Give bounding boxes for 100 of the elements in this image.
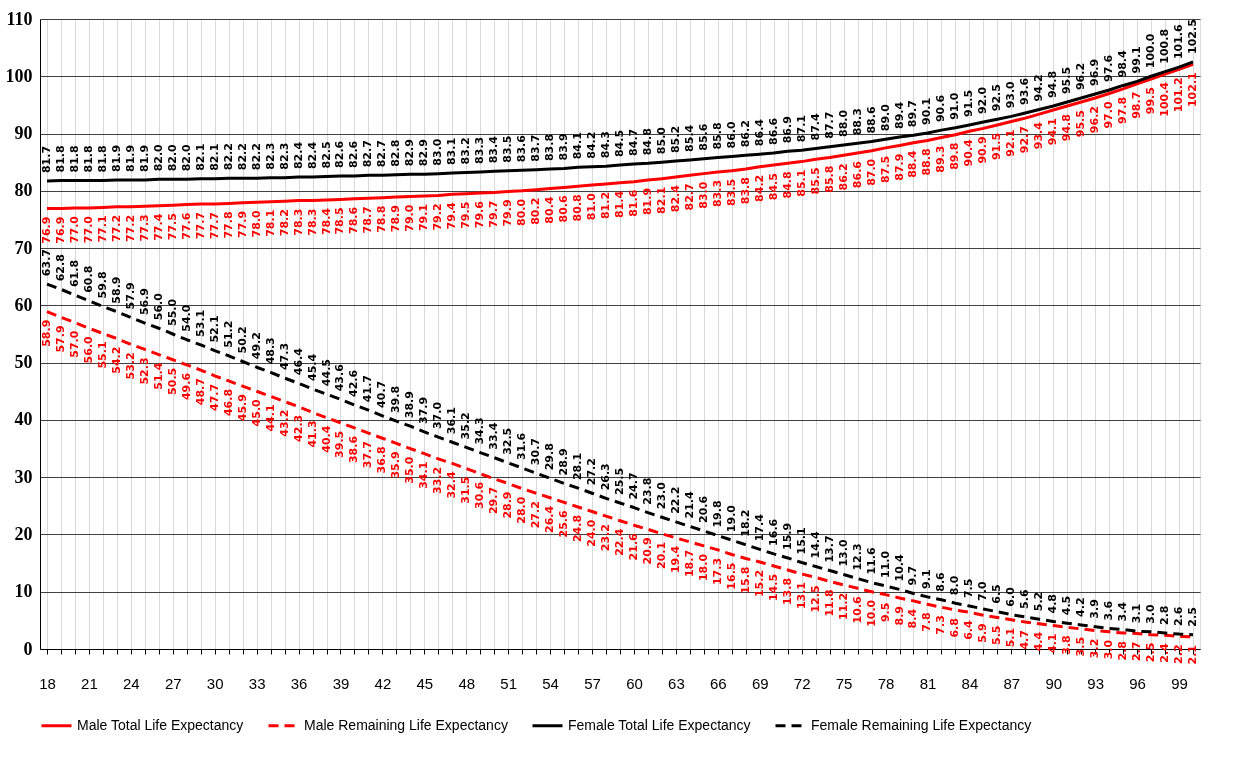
data-label: 2.1	[1186, 644, 1200, 665]
data-label: 100.0	[1144, 33, 1158, 69]
data-label: 24.7	[626, 472, 640, 500]
data-label: 85.2	[668, 125, 682, 154]
data-label: 40.7	[375, 380, 389, 408]
data-label: 82.7	[682, 183, 696, 211]
data-label: 53.2	[123, 352, 137, 380]
data-label: 99.1	[1130, 46, 1144, 74]
data-label: 96.9	[1088, 58, 1102, 87]
data-label: 94.2	[1032, 74, 1046, 102]
y-tick-label: 50	[14, 352, 33, 373]
data-label: 28.0	[515, 496, 529, 524]
data-label: 13.1	[794, 581, 808, 610]
data-label: 58.9	[39, 319, 53, 347]
data-label: 84.1	[571, 132, 585, 160]
data-label: 86.4	[752, 118, 766, 147]
data-label: 2.4	[1158, 642, 1172, 663]
data-label: 6.8	[948, 618, 962, 638]
data-label: 11.2	[836, 592, 850, 620]
x-tick-label: 51	[500, 674, 518, 692]
legend-label: Female Remaining Life Expectancy	[811, 716, 1032, 733]
data-label: 84.5	[766, 173, 780, 201]
data-label: 21.4	[682, 490, 696, 519]
data-label: 25.5	[613, 467, 626, 495]
data-label: 82.4	[305, 141, 319, 170]
data-label: 12.5	[808, 585, 822, 613]
data-label: 78.4	[319, 207, 333, 236]
data-label: 34.1	[417, 461, 431, 489]
data-label: 45.4	[305, 353, 319, 381]
data-label: 20.6	[696, 495, 710, 524]
data-label: 78.0	[249, 209, 263, 238]
data-label: 83.8	[738, 177, 752, 205]
data-label: 83.6	[515, 134, 529, 163]
data-label: 29.7	[487, 486, 501, 515]
data-label: 78.3	[291, 208, 305, 236]
data-label: 86.6	[850, 160, 864, 189]
data-label: 77.0	[67, 215, 81, 244]
data-label: 77.2	[123, 214, 137, 242]
data-label: 84.8	[780, 171, 794, 199]
data-label: 92.7	[1018, 126, 1032, 154]
data-label: 43.2	[277, 409, 291, 437]
data-label: 78.7	[361, 206, 375, 234]
x-tick-label: 30	[206, 674, 224, 692]
data-label: 82.1	[207, 143, 221, 171]
data-label: 79.0	[403, 204, 417, 232]
x-tick-label: 57	[584, 674, 601, 692]
data-label: 82.7	[375, 140, 389, 168]
data-label: 97.8	[1116, 96, 1130, 125]
data-label: 5.9	[976, 623, 990, 643]
x-tick-label: 90	[1045, 674, 1063, 692]
data-label: 78.6	[347, 206, 361, 234]
data-label: 77.7	[193, 211, 207, 240]
y-tick-label: 0	[23, 638, 33, 659]
y-tick-label: 100	[5, 65, 33, 86]
x-tick-label: 72	[793, 674, 811, 692]
data-label: 82.4	[291, 141, 305, 170]
data-label: 3.5	[1074, 636, 1088, 657]
data-label: 53.1	[193, 309, 207, 337]
data-label: 22.4	[613, 528, 626, 556]
x-tick-label: 60	[626, 674, 643, 692]
data-label: 79.5	[459, 201, 473, 229]
data-label: 7.3	[934, 615, 948, 635]
data-label: 15.2	[752, 569, 766, 598]
data-label: 4.8	[1046, 594, 1060, 614]
data-label: 18.2	[738, 509, 752, 537]
data-label: 39.5	[333, 430, 347, 458]
data-label: 8.6	[934, 571, 948, 592]
y-tick-label: 20	[14, 523, 33, 544]
data-label: 87.7	[822, 111, 836, 139]
data-label: 56.9	[137, 287, 151, 316]
data-label: 81.7	[39, 145, 53, 174]
data-label: 86.0	[724, 120, 738, 149]
data-label: 11.8	[822, 589, 836, 617]
data-label: 84.8	[640, 128, 654, 156]
data-label: 6.4	[962, 620, 976, 640]
y-tick-label: 110	[6, 8, 33, 29]
data-label: 101.6	[1172, 23, 1186, 60]
data-label: 54.2	[109, 346, 123, 374]
data-label: 9.7	[906, 565, 920, 586]
data-label: 3.1	[1130, 603, 1144, 624]
data-label: 102.1	[1186, 72, 1200, 108]
data-label: 82.0	[151, 143, 165, 172]
data-label: 10.0	[864, 599, 878, 627]
data-label: 24.0	[585, 519, 599, 547]
data-label: 63.7	[39, 249, 53, 277]
data-label: 98.4	[1116, 49, 1130, 78]
x-tick-label: 39	[332, 674, 350, 692]
data-label: 92.0	[976, 86, 990, 115]
data-label: 42.3	[291, 414, 305, 442]
data-label: 97.0	[1102, 101, 1116, 129]
data-label: 30.7	[529, 438, 543, 466]
data-label: 31.6	[515, 432, 529, 461]
data-label: 93.4	[1032, 121, 1046, 150]
data-label: 94.8	[1060, 114, 1074, 142]
data-label: 83.0	[696, 181, 710, 209]
data-label: 88.6	[864, 106, 878, 134]
data-label: 15.9	[780, 522, 794, 550]
data-label: 16.6	[766, 518, 780, 546]
data-label: 26.3	[599, 463, 613, 491]
data-label: 87.9	[892, 153, 906, 181]
